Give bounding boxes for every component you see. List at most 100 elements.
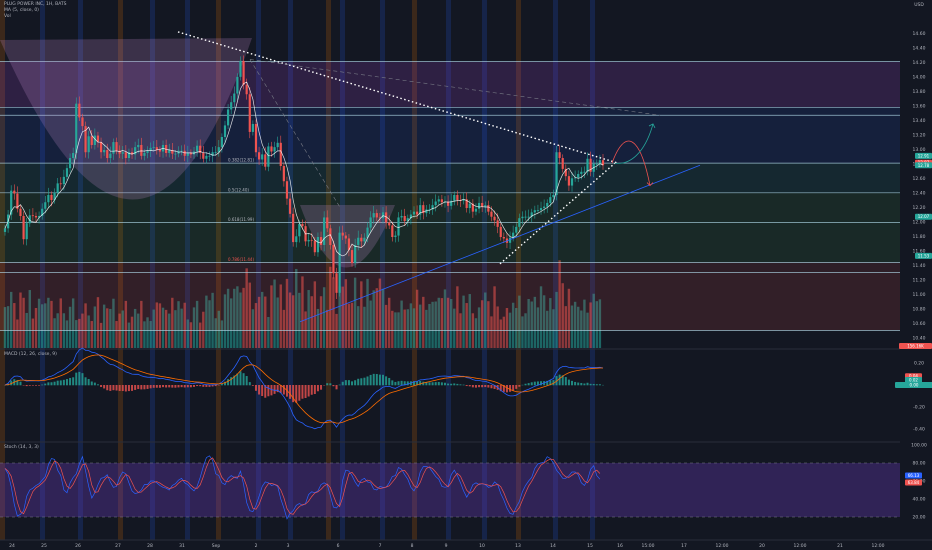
volume-bar: [202, 311, 205, 348]
macd-histogram-bar: [583, 383, 586, 386]
macd-histogram-bar: [220, 383, 223, 386]
volume-bar: [577, 306, 580, 348]
volume-bar: [295, 268, 298, 348]
volume-bar: [285, 278, 289, 348]
time-tick: 2: [255, 543, 258, 549]
macd-histogram-bar: [227, 379, 230, 386]
candle-body: [471, 203, 474, 212]
volume-bar: [31, 318, 35, 348]
macd-histogram-bar: [47, 382, 50, 386]
macd-histogram-bar: [580, 382, 583, 386]
volume-bar: [211, 292, 214, 348]
candle-body: [372, 213, 375, 218]
volume-bar: [236, 286, 239, 348]
volume-bar: [133, 308, 137, 348]
candle-body: [261, 154, 264, 160]
candle-body: [484, 205, 487, 207]
macd-histogram-bar: [239, 371, 242, 386]
macd-histogram-bar: [369, 374, 372, 386]
macd-histogram-bar: [90, 381, 93, 386]
resistance-trendline: [177, 31, 619, 164]
candle-body: [319, 237, 323, 245]
macd-histogram-bar: [236, 373, 239, 386]
stoch-pane: [0, 441, 932, 520]
volume-bar: [161, 307, 165, 348]
macd-histogram-bar: [186, 385, 189, 388]
macd-histogram-bar: [84, 377, 87, 386]
candle-body: [412, 211, 416, 215]
macd-histogram-bar: [211, 385, 214, 387]
macd-tick: -0.20: [913, 405, 925, 411]
volume-bar: [307, 290, 310, 348]
volume-bar: [316, 308, 320, 348]
macd-histogram-bar: [267, 385, 270, 397]
candle-body: [285, 181, 289, 199]
volume-bar: [226, 288, 230, 348]
candle-body: [96, 135, 100, 143]
volume-bar: [530, 301, 533, 348]
volume-bar: [192, 307, 196, 348]
volume-bar: [214, 318, 217, 348]
session-band: [216, 0, 221, 540]
time-tick: 13: [515, 543, 521, 549]
macd-histogram-bar: [16, 380, 19, 386]
stoch-k-line: [4, 455, 601, 520]
candle-body: [37, 215, 41, 218]
candle-body: [134, 147, 137, 155]
candle-body: [248, 94, 251, 132]
volume-bar: [186, 319, 190, 348]
stoch-tag: [905, 479, 922, 486]
volume-bar: [372, 290, 375, 348]
volume-bar: [428, 303, 431, 348]
candle-body: [326, 217, 329, 229]
volume-bar: [16, 319, 19, 348]
macd-histogram-bar: [34, 385, 37, 386]
candle-body: [490, 211, 493, 217]
volume-bar: [223, 294, 227, 348]
candle-body: [477, 202, 481, 209]
time-tick: 8: [411, 543, 414, 549]
macd-tick: -0.40: [913, 427, 925, 433]
volume-bar: [456, 286, 459, 348]
macd-histogram-bar: [230, 377, 233, 386]
macd-histogram-bar: [59, 380, 62, 386]
macd-histogram-bar: [431, 382, 434, 386]
candle-body: [574, 177, 577, 179]
candle-body: [149, 147, 152, 151]
time-axis[interactable]: 24 25 26 27 28 31 Sep 2 3 6 7 8 9 10 13 14 15 16 15:00 17 12…: [0, 539, 932, 550]
macd-histogram-bar: [261, 385, 264, 397]
candle-body: [316, 237, 320, 253]
macd-histogram-bar: [326, 383, 329, 386]
macd-histogram-bar: [100, 385, 103, 387]
time-tick: 21: [837, 543, 843, 549]
volume-bar: [9, 291, 13, 348]
price-tick: 13.80: [913, 89, 926, 95]
candle-body: [152, 147, 155, 148]
volume-bar: [34, 308, 38, 348]
volume-bar: [257, 296, 261, 348]
volume-bar: [388, 297, 391, 348]
macd-pane: [0, 347, 932, 430]
candle-body: [493, 216, 496, 221]
macd-histogram-bar: [363, 377, 366, 386]
candle-body: [121, 152, 124, 154]
fib-label: 0.786(11.44): [228, 257, 254, 262]
volume-bar: [511, 302, 515, 348]
candle-body: [205, 155, 208, 159]
volume-legend: Vol: [4, 14, 11, 19]
candle-body: [199, 145, 202, 153]
candle-body: [267, 146, 270, 167]
candle-body: [242, 60, 245, 85]
macd-legend: MACD (12, 26, close, 9): [4, 352, 57, 358]
candle-body: [446, 201, 450, 206]
candle-body: [437, 199, 440, 202]
macd-histogram-bar: [189, 385, 192, 388]
candle-body: [171, 150, 174, 154]
candle-body: [481, 202, 484, 207]
candle-body: [50, 194, 53, 201]
volume-bar: [124, 300, 128, 348]
candle-body: [292, 213, 295, 243]
stoch-tag-label: 63.84: [908, 480, 920, 485]
candle-body: [502, 237, 505, 239]
candle-body: [369, 217, 372, 228]
